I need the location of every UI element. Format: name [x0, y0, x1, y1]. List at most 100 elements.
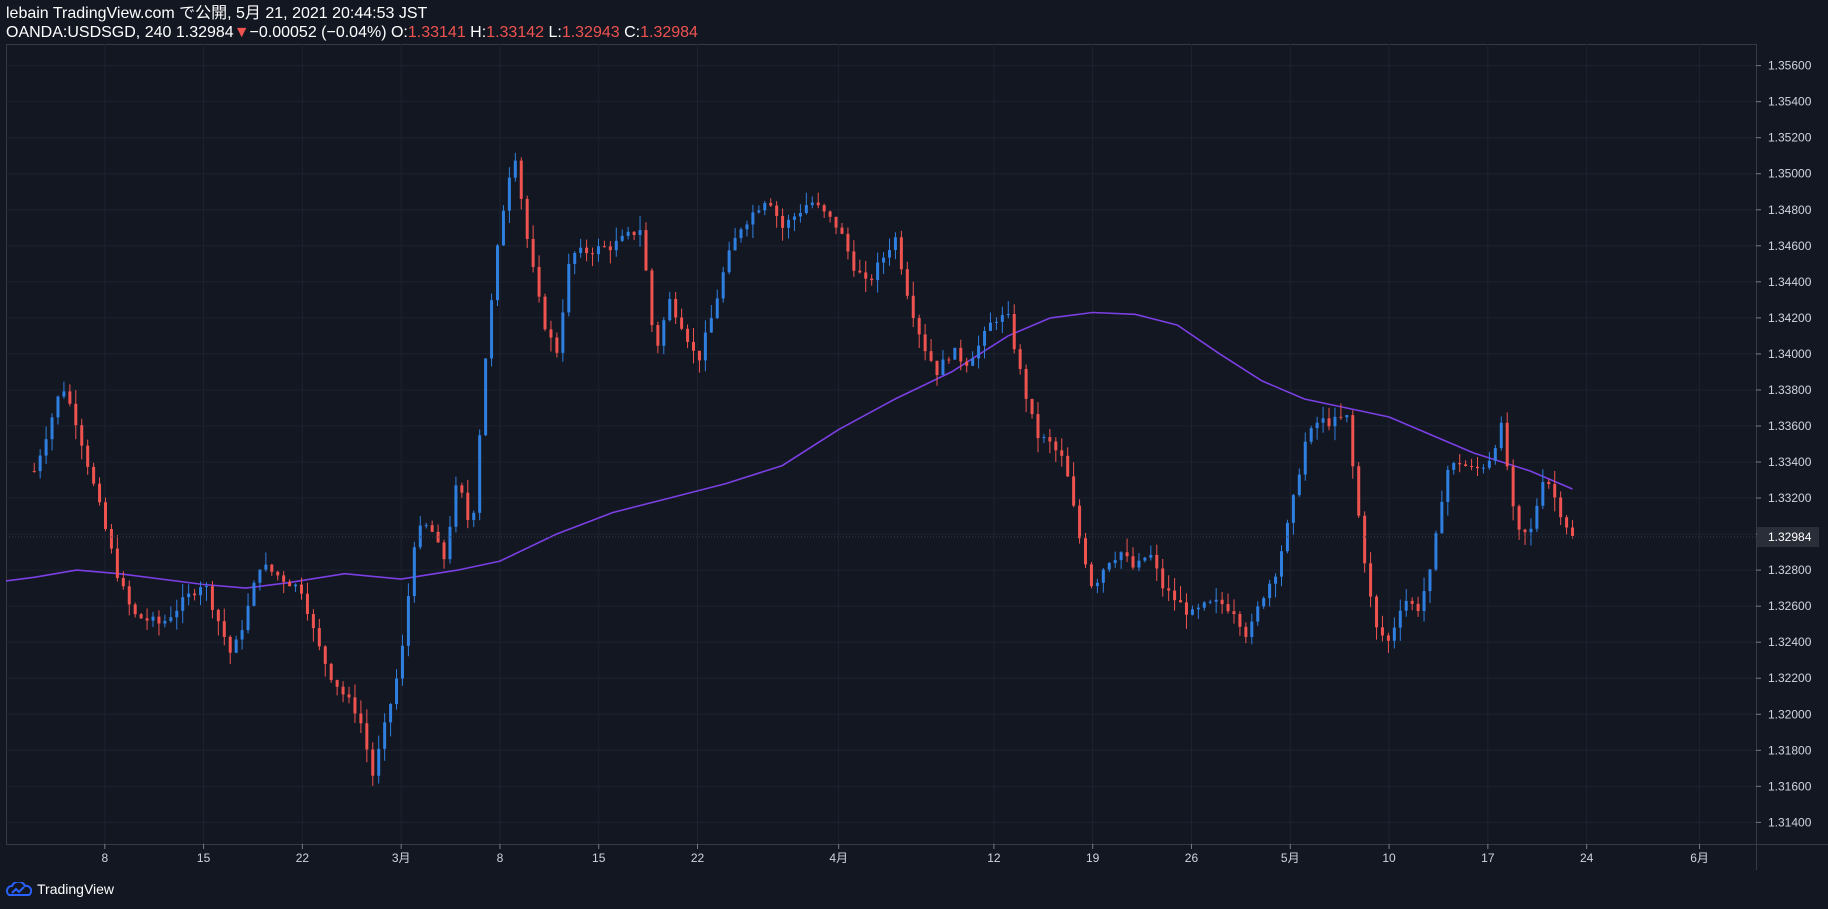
candle-body: [1440, 501, 1444, 534]
candle-body: [139, 614, 143, 619]
candle-body: [1535, 505, 1539, 529]
price-tick-label: 1.35400: [1768, 95, 1812, 109]
candle-body: [626, 231, 630, 236]
candle-body: [1119, 552, 1123, 561]
candle-body: [1315, 422, 1319, 429]
candle-body: [1333, 416, 1337, 427]
candle-body: [1268, 583, 1272, 599]
candle-body: [329, 663, 333, 681]
candle-body: [971, 358, 975, 366]
candle-body: [400, 645, 404, 679]
time-tick-label: 26: [1185, 851, 1199, 865]
candle-body: [555, 337, 559, 353]
candle-body: [864, 272, 868, 279]
candle-body: [745, 224, 749, 230]
price-tick-label: 1.34600: [1768, 239, 1812, 253]
candle-body: [495, 245, 499, 301]
tradingview-logo[interactable]: TradingView: [6, 881, 114, 897]
candle-body: [341, 686, 345, 695]
candle-body: [1458, 463, 1462, 465]
price-tick-label: 1.35000: [1768, 167, 1812, 181]
candle-body: [1084, 538, 1088, 565]
candle-body: [739, 229, 743, 239]
candle-body: [1547, 481, 1551, 485]
candle-body: [1481, 467, 1485, 469]
candle-body: [276, 571, 280, 576]
candle-body: [1363, 515, 1367, 564]
candle-body: [769, 203, 773, 206]
candle-body: [32, 471, 36, 473]
candle-body: [810, 202, 814, 206]
candle-body: [442, 542, 446, 560]
time-tick-label: 8: [101, 851, 108, 865]
candle-body: [994, 321, 998, 323]
candle-body: [478, 435, 482, 513]
candle-body: [882, 257, 886, 263]
candle-body: [1155, 554, 1159, 569]
candle-body: [353, 697, 357, 714]
candle-body: [573, 252, 577, 264]
candle-body: [513, 160, 517, 178]
candle-body: [1208, 601, 1212, 603]
candle-body: [935, 360, 939, 376]
time-axis[interactable]: 8 15 22 3月 8 15 22 4月 12 19 26 5月 10 17 24 6月: [101, 844, 1709, 865]
candle-body: [466, 492, 470, 520]
candle-body: [531, 239, 535, 267]
plot-frame: [6, 44, 1757, 845]
candle-body: [454, 485, 458, 527]
candle-body: [656, 325, 660, 346]
candle-body: [335, 680, 339, 687]
last-price-badge: [1757, 526, 1819, 547]
candle-body: [1238, 614, 1242, 627]
close-value: 1.32984: [640, 24, 698, 41]
time-tick-label: 15: [592, 851, 606, 865]
candle-body: [1369, 563, 1373, 597]
candle-body: [953, 347, 957, 360]
candle-body: [252, 582, 256, 606]
candle-body: [121, 578, 125, 587]
price-tick-label: 1.31400: [1768, 815, 1812, 829]
candle-body: [941, 359, 945, 376]
candle-body: [870, 278, 874, 281]
candle-body: [1006, 314, 1010, 316]
candle-body: [193, 593, 197, 596]
candle-body: [472, 512, 476, 520]
candle-body: [674, 298, 678, 318]
down-arrow-icon: ▼: [233, 24, 250, 41]
price-axis[interactable]: 1.31400 1.31600 1.31800 1.32000 1.32200 1.324…: [1756, 59, 1812, 830]
candle-body: [781, 215, 785, 228]
candle-body: [1000, 315, 1004, 322]
publish-info: lebain TradingView.com で公開, 5月 21, 2021 …: [6, 4, 1806, 23]
candle-body: [965, 361, 969, 366]
candle-body: [305, 593, 309, 615]
candle-body: [199, 587, 203, 596]
candle-body: [1161, 568, 1165, 589]
candle-body: [1101, 569, 1105, 583]
candle-body: [1256, 606, 1260, 622]
symbol-interval[interactable]: OANDA:USDSGD, 240: [6, 24, 172, 41]
candle-body: [490, 300, 494, 359]
candle-body: [537, 266, 541, 297]
candle-body: [270, 564, 274, 572]
candle-body: [1066, 455, 1070, 477]
close-label: C:: [624, 24, 641, 41]
candle-body: [798, 213, 802, 217]
time-tick-label: 3月: [392, 851, 411, 865]
time-tick-label: 12: [987, 851, 1001, 865]
candle-body: [828, 211, 832, 217]
candle-body: [1517, 506, 1521, 530]
candle-body: [519, 160, 523, 199]
candle-body: [1167, 588, 1171, 591]
candle-body: [258, 569, 262, 583]
candle-body: [1345, 415, 1349, 418]
candle-body: [169, 617, 173, 621]
candle-body: [412, 547, 416, 597]
price-tick-label: 1.33400: [1768, 455, 1812, 469]
candle-body: [56, 396, 60, 418]
high-label: H:: [470, 24, 487, 41]
candle-body: [1202, 602, 1206, 608]
candle-body: [133, 604, 137, 615]
candle-body: [92, 466, 96, 484]
candle-body: [543, 296, 547, 330]
